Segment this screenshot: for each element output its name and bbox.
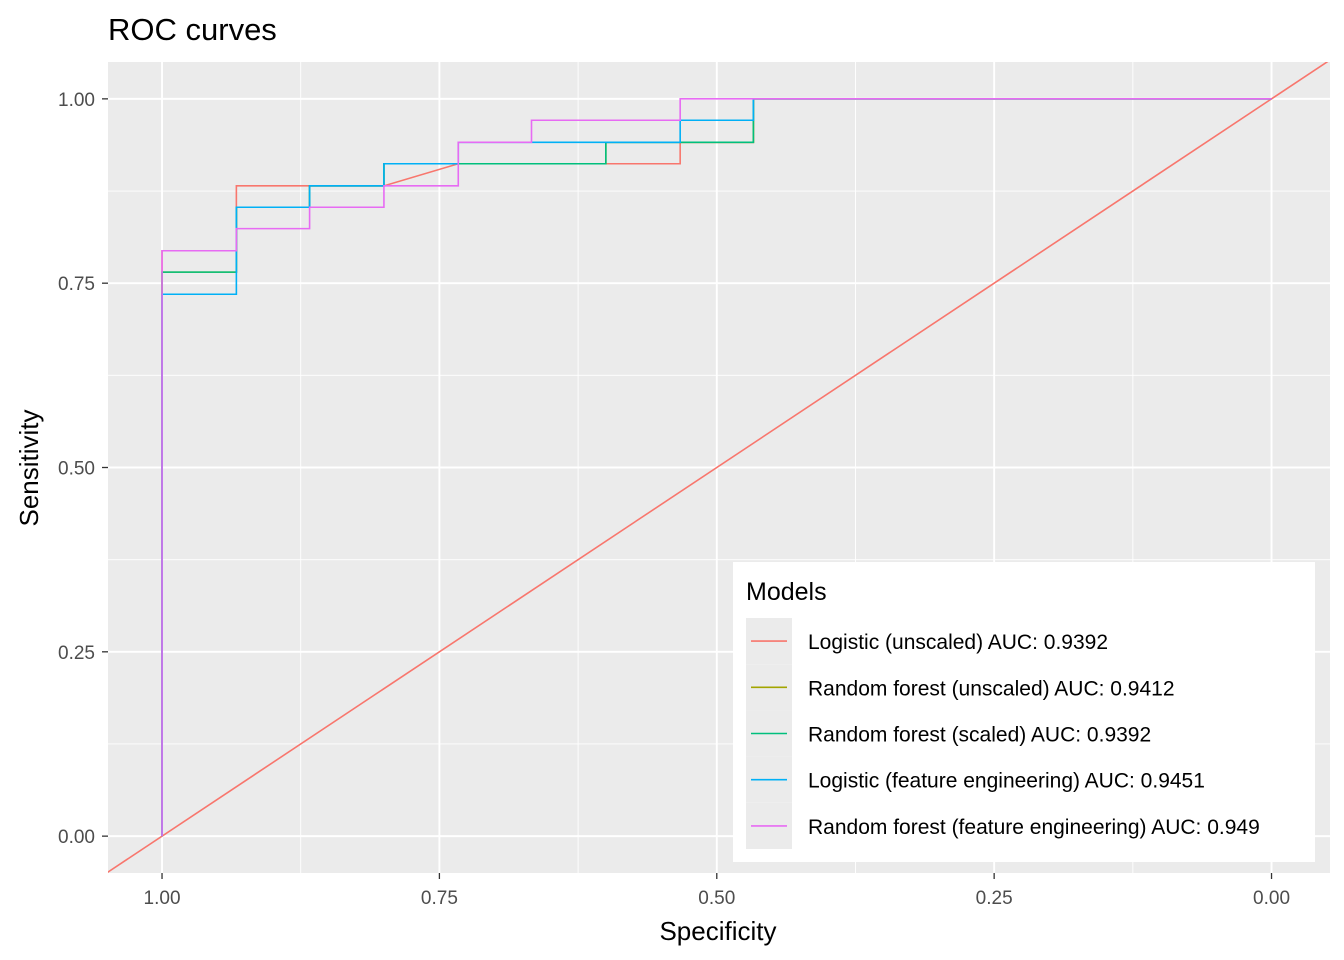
- legend-label: Logistic (unscaled) AUC: 0.9392: [808, 631, 1108, 654]
- y-axis-title: Sensitivity: [14, 409, 44, 526]
- legend-title: Models: [746, 578, 827, 606]
- roc-series-line-4: [161, 98, 1272, 837]
- x-axis-ticks: 1.00 0.75 0.50 0.25 0.00: [144, 873, 1290, 909]
- y-tick-label: 1.00: [58, 90, 95, 111]
- y-tick-label: 0.50: [58, 459, 95, 480]
- x-tick-label: 0.50: [698, 888, 735, 909]
- y-tick-label: 0.75: [58, 274, 95, 295]
- x-tick-label: 0.00: [1253, 888, 1290, 909]
- y-axis-ticks: 0.00 0.25 0.50 0.75 1.00: [58, 90, 108, 848]
- legend-label: Logistic (feature engineering) AUC: 0.94…: [808, 770, 1205, 793]
- x-tick-label: 0.25: [976, 888, 1013, 909]
- roc-series-line-5: [161, 98, 1272, 837]
- legend: Models Logistic (unscaled) AUC: 0.9392 Ra…: [733, 562, 1315, 862]
- x-axis-title: Specificity: [659, 916, 776, 946]
- x-tick-label: 1.00: [144, 888, 181, 909]
- y-tick-label: 0.00: [58, 827, 95, 848]
- legend-items: Logistic (unscaled) AUC: 0.9392 Random fo…: [746, 618, 1260, 849]
- legend-label: Random forest (scaled) AUC: 0.9392: [808, 724, 1151, 747]
- legend-label: Random forest (unscaled) AUC: 0.9412: [808, 677, 1175, 700]
- x-tick-label: 0.75: [421, 888, 458, 909]
- chart-title: ROC curves: [108, 12, 277, 47]
- y-tick-label: 0.25: [58, 643, 95, 664]
- legend-label: Random forest (feature engineering) AUC:…: [808, 816, 1260, 839]
- legend-background: [733, 562, 1315, 862]
